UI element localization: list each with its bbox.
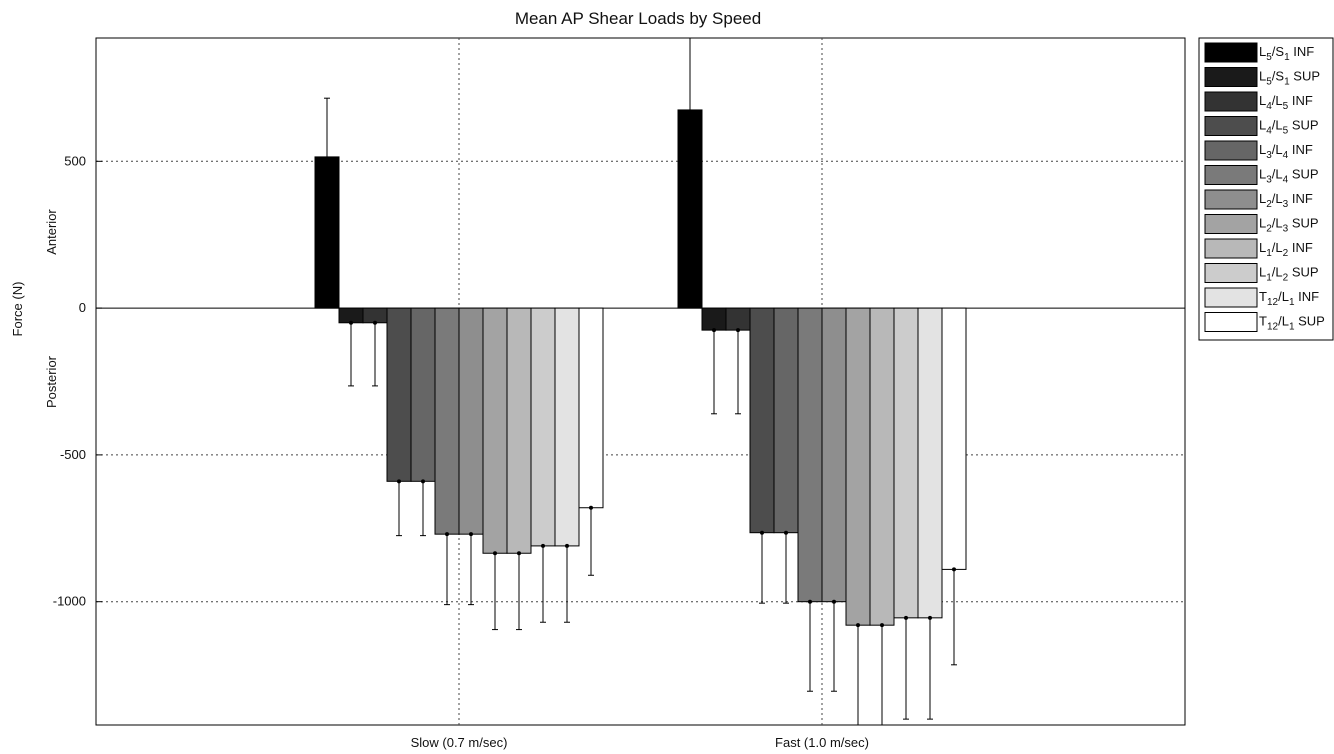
bar-mean-dot [589,505,593,510]
bar [869,307,895,626]
bar [797,307,823,603]
bar [530,307,556,547]
bar-mean-dot [880,623,884,628]
legend-label: L1/L2 INF [1259,240,1313,259]
bar [386,307,412,482]
bar [725,307,751,331]
bar-mean-dot [808,599,812,604]
bar [917,307,943,619]
bar [677,109,703,309]
bar-mean-dot [541,543,545,548]
chart-title: Mean AP Shear Loads by Speed [515,9,761,28]
bar [434,307,460,535]
legend: L5/S1 INF L5/S1 SUP L4/L5 INF L4/L5 SUP L3/L… [1198,37,1334,341]
bar [578,307,604,509]
y-tick-label: 500 [64,153,86,168]
bar-mean-dot [760,530,764,535]
bar-mean-dot [469,532,473,537]
y-axis-label: Force (N) [10,282,25,337]
bar [821,307,847,603]
y-axis-anterior-label: Anterior [44,209,59,255]
x-tick-label: Fast (1.0 m/sec) [775,735,869,750]
bar-mean-dot [784,530,788,535]
bar [701,307,727,331]
y-tick-label: -500 [60,447,86,462]
bar-mean-dot [493,551,497,556]
plot-frame [95,37,1186,726]
bar-mean-dot [397,479,401,484]
legend-label: T12/L1 SUP [1259,314,1325,333]
bar [893,307,919,619]
bar-mean-dot [373,320,377,325]
legend-swatch [1204,116,1258,136]
legend-swatch [1204,238,1258,259]
bar-mean-dot [421,479,425,484]
legend-label: L5/S1 INF [1259,44,1314,63]
x-tick-label: Slow (0.7 m/sec) [411,735,508,750]
legend-label: L2/L3 SUP [1259,216,1319,235]
bar-mean-dot [712,328,716,333]
bar [749,307,775,534]
bar-mean-dot [832,599,836,604]
legend-label: L3/L4 INF [1259,142,1313,161]
legend-label: L3/L4 SUP [1259,167,1319,186]
legend-label: L2/L3 INF [1259,191,1313,210]
bars [314,38,967,725]
bar-mean-dot [565,543,569,548]
legend-swatch [1204,67,1258,87]
legend-label: L5/S1 SUP [1259,69,1320,88]
legend-swatch [1204,91,1258,112]
bar [458,307,484,535]
y-tick-label: -1000 [53,594,86,609]
bar [362,307,388,324]
legend-swatch [1204,312,1258,332]
bar-mean-dot [952,567,956,572]
bar-mean-dot [904,615,908,620]
bar-mean-dot [517,551,521,556]
legend-swatch [1204,263,1258,283]
legend-label: L4/L5 SUP [1259,118,1319,137]
legend-label: L1/L2 SUP [1259,265,1319,284]
bar [506,307,532,554]
bar [314,156,340,309]
bar [773,307,799,534]
legend-swatch [1204,189,1258,210]
bar [410,307,436,482]
bar [554,307,580,547]
legend-label: L4/L5 INF [1259,93,1313,112]
legend-swatch [1204,140,1258,161]
bar-mean-dot [928,615,932,620]
y-tick-label: 0 [79,300,86,315]
legend-swatch [1204,42,1258,63]
y-axis-posterior-label: Posterior [44,355,59,408]
bar [482,307,508,554]
plot-area: 500 0 -500 -1000 Slow (0.7 m/sec) Fast (1.0 m… [53,37,1186,750]
bar-mean-dot [856,623,860,628]
bar [338,307,364,324]
legend-swatch [1204,214,1258,234]
legend-label: T12/L1 INF [1259,289,1319,308]
bar [845,307,871,626]
bar-mean-dot [349,320,353,325]
bar [941,307,967,570]
bar-mean-dot [445,532,449,537]
bar-mean-dot [736,328,740,333]
legend-swatch [1204,287,1258,308]
legend-swatch [1204,165,1258,185]
